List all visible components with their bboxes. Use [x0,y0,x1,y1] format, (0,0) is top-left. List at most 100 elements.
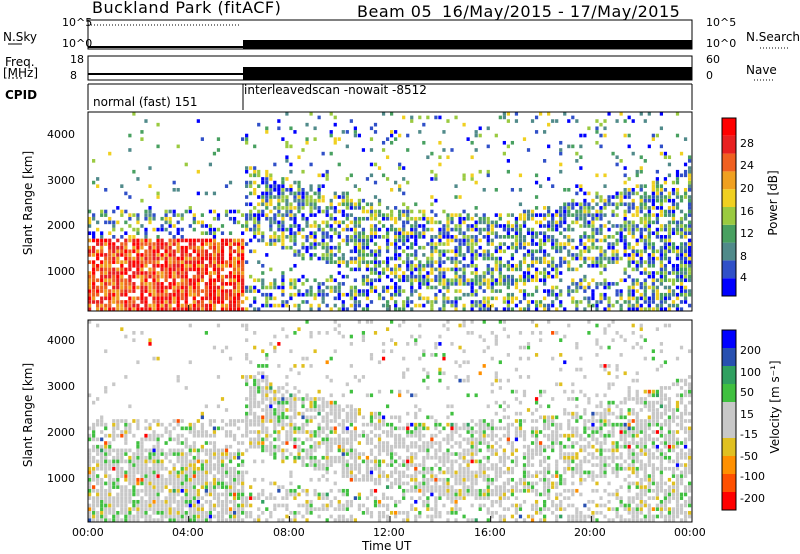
heatmap-cell [285,415,289,420]
heatmap-cell [200,415,204,420]
heatmap-cell [390,292,394,297]
heatmap-cell [357,253,362,257]
heatmap-cell [373,278,378,283]
heatmap-cell [345,274,349,279]
freq-tick-top: 18 [70,53,84,66]
heatmap-cell [184,296,188,301]
heatmap-cell [349,503,353,508]
heatmap-cell [313,492,317,497]
heatmap-cell [96,474,100,478]
heatmap-cell [329,444,333,449]
heatmap-cell [116,470,120,475]
heatmap-cell [281,238,285,243]
heatmap-cell [176,481,180,486]
heatmap-cell [92,507,96,511]
heatmap-cell [679,245,684,250]
heatmap-cell [160,433,164,438]
heatmap-cell [377,481,382,486]
heatmap-cell [563,213,567,217]
heatmap-cell [184,477,188,482]
heatmap-cell [349,437,353,442]
heatmap-cell [224,492,229,497]
heatmap-cell [474,282,478,286]
heatmap-cell [595,191,599,196]
heatmap-cell [543,296,547,301]
heatmap-cell [349,477,353,482]
heatmap-cell [430,169,434,174]
heatmap-cell [430,278,434,283]
heatmap-cell [365,177,370,181]
heatmap-cell [575,216,579,221]
heatmap-cell [394,470,398,475]
heatmap-cell [241,307,245,311]
heatmap-cell [220,274,225,279]
heatmap-cell [377,235,382,239]
heatmap-cell [100,477,104,482]
heatmap-cell [164,481,168,486]
heatmap-cell [414,485,418,489]
heatmap-cell [297,371,301,376]
heatmap-cell [538,245,543,250]
heatmap-cell [651,202,655,207]
heatmap-cell [357,202,362,207]
heatmap-cell [148,249,152,254]
heatmap-cell [156,356,160,361]
heatmap-cell [635,300,639,304]
heatmap-cell [140,256,144,261]
heatmap-cell [136,499,140,504]
heatmap-cell [385,216,390,221]
heatmap-cell [394,267,398,272]
heatmap-cell [651,184,655,188]
heatmap-cell [241,488,245,493]
heatmap-cell [313,235,317,239]
heatmap-cell [337,514,341,519]
nsearch-label: N.Search [746,30,800,44]
heatmap-cell [100,481,104,486]
heatmap-cell [176,485,180,489]
heatmap-cell [410,307,414,311]
heatmap-cell [607,300,611,304]
heatmap-cell [204,224,208,228]
heatmap-cell [148,433,152,438]
heatmap-cell [518,202,523,207]
heatmap-cell [317,441,321,445]
heatmap-cell [671,282,676,286]
heatmap-cell [595,300,599,304]
heatmap-cell [498,256,502,261]
heatmap-cell [309,477,313,482]
heatmap-cell [285,437,289,442]
heatmap-cell [132,271,136,275]
heatmap-cell [490,220,494,225]
heatmap-cell [410,488,414,493]
heatmap-cell [124,300,128,304]
heatmap-cell [357,231,362,236]
heatmap-cell [647,144,651,149]
heatmap-cell [402,437,406,442]
heatmap-cell [430,300,434,304]
heatmap-cell [293,404,297,409]
heatmap-cell [543,253,547,257]
heatmap-cell [249,191,253,196]
heatmap-cell [289,206,293,210]
heatmap-cell [216,518,221,522]
heatmap-cell [228,307,233,311]
heatmap-cell [406,426,410,431]
heatmap-cell [442,278,446,283]
heatmap-cell [365,289,370,293]
heatmap-cell [377,220,382,225]
heatmap-cell [164,213,168,217]
heatmap-cell [265,213,269,217]
heatmap-cell [224,433,229,438]
heatmap-cell [257,371,261,376]
heatmap-cell [498,271,502,275]
heatmap-cell [398,499,402,504]
heatmap-cell [265,292,269,297]
heatmap-cell [317,282,321,286]
heatmap-cell [559,271,563,275]
heatmap-cell [92,400,96,405]
heatmap-cell [337,263,341,268]
heatmap-cell [309,400,313,405]
heatmap-cell [301,235,305,239]
heatmap-cell [257,433,261,438]
heatmap-cell [224,422,229,427]
